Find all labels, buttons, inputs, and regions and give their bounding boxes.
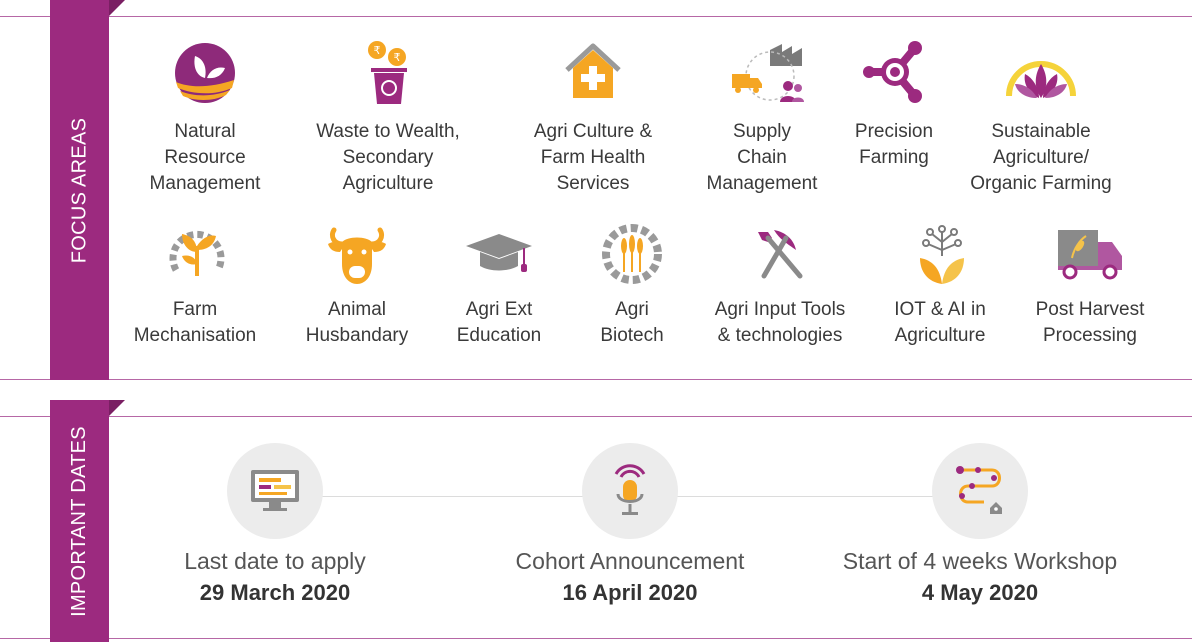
svg-text:₹: ₹ (374, 44, 381, 57)
date-value-cohort: 16 April 2020 (562, 580, 698, 605)
supply-chain-icon (730, 40, 806, 109)
important-dates-bottom-border (0, 638, 1192, 639)
precision-target-icon (863, 40, 925, 109)
focus-areas-ribbon (50, 0, 109, 380)
lotus-sun-icon (1003, 40, 1079, 109)
focus-label-agri-culture-health: Agri Culture & Farm Health Services (533, 121, 653, 194)
health-house-icon (563, 42, 623, 105)
gear-plant-icon (166, 222, 228, 287)
iot-plant-icon (914, 222, 970, 291)
gear-wheat-icon (600, 222, 664, 291)
date-circle-workshop (932, 443, 1028, 539)
focus-label-post-harvest: Post Harvest Processing (1035, 299, 1145, 346)
focus-areas-section: FOCUS AREAS ₹ ₹ (0, 0, 1192, 380)
important-dates-ribbon-fold (109, 400, 125, 416)
date-title-workshop: Start of 4 weeks Workshop (842, 548, 1118, 574)
focus-label-iot-ai: IOT & AI in Agriculture (894, 299, 986, 346)
important-dates-ribbon (50, 400, 109, 642)
delivery-truck-icon (1056, 228, 1124, 285)
microphone-icon (608, 460, 652, 523)
recycle-bin-coins-icon: ₹ ₹ (364, 40, 414, 111)
focus-label-waste-to-wealth: Waste to Wealth, Secondary Agriculture (316, 121, 460, 194)
leaf-wave-icon (174, 42, 236, 109)
date-value-apply: 29 March 2020 (199, 580, 351, 605)
focus-label-agri-ext-education: Agri Ext Education (456, 299, 542, 346)
focus-label-agri-input-tools: Agri Input Tools & technologies (714, 299, 846, 346)
svg-text:₹: ₹ (394, 51, 401, 64)
monitor-icon (249, 468, 301, 519)
cow-icon (326, 224, 388, 291)
date-title-apply: Last date to apply (184, 548, 366, 574)
focus-label-precision-farming: Precision Farming (854, 121, 934, 168)
focus-label-sustainable-agriculture: Sustainable Agriculture/Organic Farming (970, 121, 1112, 194)
shovel-pickaxe-icon (754, 228, 808, 287)
focus-areas-ribbon-fold (109, 0, 125, 16)
date-title-cohort: Cohort Announcement (515, 548, 745, 574)
focus-label-natural-resource: Natural Resource Management (149, 121, 261, 194)
date-value-workshop: 4 May 2020 (921, 580, 1039, 605)
important-dates-top-border (0, 416, 1192, 417)
focus-areas-top-border (0, 16, 1192, 17)
focus-label-farm-mechanisation: Farm Mechanisation (133, 299, 257, 346)
focus-label-agri-biotech: Agri Biotech (600, 299, 664, 346)
focus-areas-bottom-border (0, 379, 1192, 380)
focus-label-supply-chain: Supply Chain Management (706, 121, 818, 194)
focus-label-animal-husbandary: Animal Husbandary (305, 299, 409, 346)
graduation-cap-icon (464, 232, 534, 281)
roadmap-path-icon (952, 462, 1008, 523)
important-dates-heading: IMPORTANT DATES (68, 425, 91, 617)
